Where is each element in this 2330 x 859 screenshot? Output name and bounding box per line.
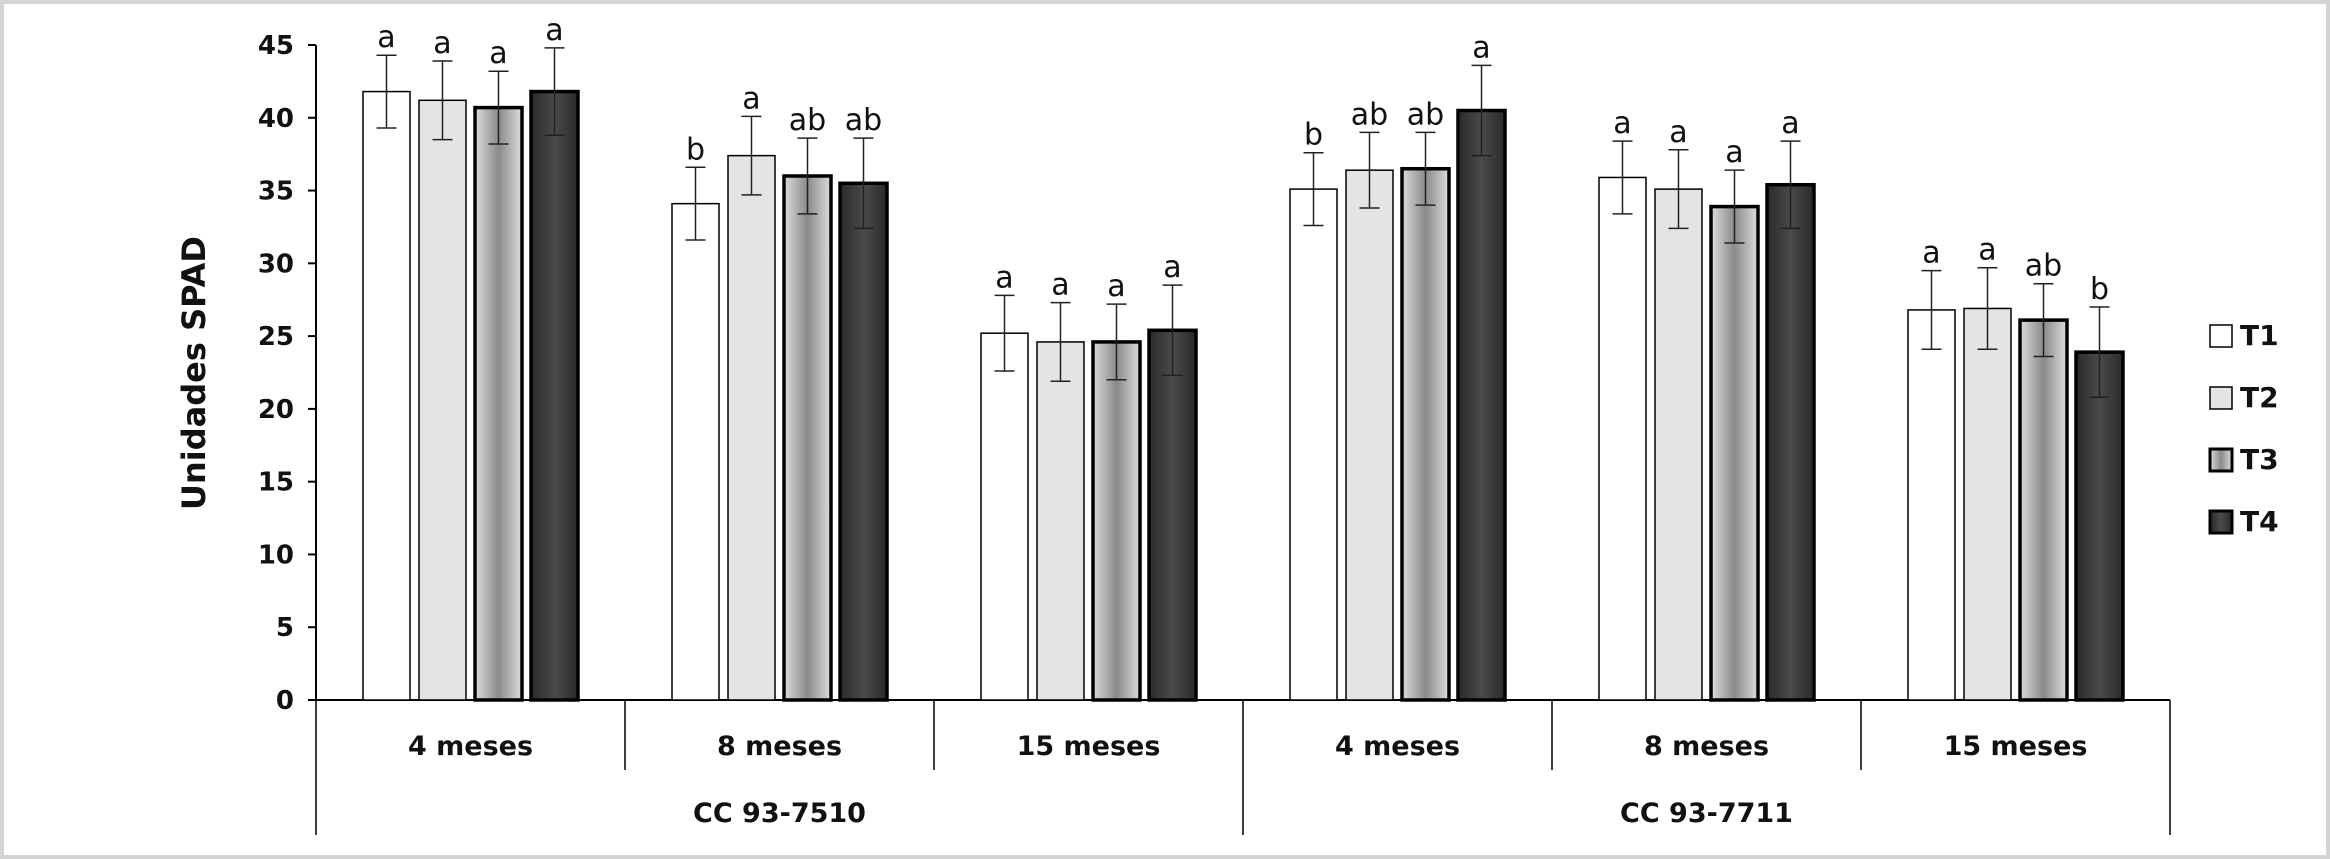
significance-letter: a <box>433 26 451 61</box>
category-label: 4 meses <box>408 731 533 762</box>
significance-letter: a <box>1725 135 1743 170</box>
bar-t4 <box>838 181 889 702</box>
significance-letter: b <box>686 132 705 167</box>
group-label: CC 93-7510 <box>693 798 866 829</box>
significance-letter: a <box>742 81 760 116</box>
y-tick-label: 35 <box>258 177 294 207</box>
y-tick-label: 20 <box>258 395 294 425</box>
bar-t1 <box>1598 176 1647 701</box>
bar-t2 <box>727 154 776 701</box>
significance-letter: a <box>1051 268 1069 303</box>
y-tick-label: 10 <box>258 540 294 570</box>
significance-letter: a <box>1781 106 1799 141</box>
bar-t4 <box>1147 328 1198 702</box>
y-tick-label: 5 <box>276 613 294 643</box>
bar-t2 <box>1654 188 1703 701</box>
bar-t3 <box>1709 204 1760 702</box>
significance-letter: ab <box>2025 249 2062 284</box>
y-axis-label: Unidades SPAD <box>175 236 213 510</box>
significance-letter: a <box>1163 250 1181 285</box>
legend-label: T1 <box>2240 319 2279 352</box>
significance-letter: ab <box>1407 97 1444 132</box>
bar-t3 <box>1091 340 1142 702</box>
category-label: 8 meses <box>1644 731 1769 762</box>
significance-letter: ab <box>1351 97 1388 132</box>
bar-t2 <box>1345 169 1394 701</box>
y-tick-label: 40 <box>258 104 294 134</box>
y-tick-label: 25 <box>258 322 294 352</box>
bar-t3 <box>1400 166 1451 702</box>
category-label: 8 meses <box>717 731 842 762</box>
bar-t1 <box>671 202 720 701</box>
bar-t3 <box>2018 318 2069 702</box>
significance-letter: a <box>1472 30 1490 65</box>
significance-letter: a <box>1978 233 1996 268</box>
y-tick-label: 0 <box>276 686 294 716</box>
group-label: CC 93-7711 <box>1620 798 1793 829</box>
y-tick-label: 30 <box>258 249 294 279</box>
legend-swatch-t2 <box>2209 386 2233 410</box>
category-label: 15 meses <box>1944 731 2088 762</box>
bar-t2 <box>1963 307 2012 701</box>
bar-t1 <box>980 332 1029 701</box>
bar-t4 <box>1456 108 1507 702</box>
significance-letter: a <box>1922 236 1940 271</box>
legend-label: T3 <box>2240 443 2279 476</box>
bar-t3 <box>782 174 833 702</box>
bar-t2 <box>418 99 467 701</box>
significance-letter: a <box>995 260 1013 295</box>
bar-t2 <box>1036 341 1085 701</box>
category-label: 4 meses <box>1335 731 1460 762</box>
legend-swatch-t1 <box>2209 324 2233 348</box>
legend-swatch-t3 <box>2208 447 2234 473</box>
significance-letter: a <box>489 36 507 71</box>
significance-letter: b <box>2090 272 2109 307</box>
category-label: 15 meses <box>1017 731 1161 762</box>
y-tick-label: 45 <box>258 31 294 61</box>
legend-label: T4 <box>2240 505 2279 538</box>
bar-t4 <box>1765 182 1816 702</box>
legend-swatch-t4 <box>2208 509 2234 535</box>
bar-t4 <box>529 89 580 702</box>
significance-letter: a <box>377 20 395 55</box>
bar-t4 <box>2074 350 2125 702</box>
legend-label: T2 <box>2240 381 2279 414</box>
significance-letter: a <box>1107 269 1125 304</box>
significance-letter: ab <box>845 103 882 138</box>
significance-letter: b <box>1304 118 1323 153</box>
y-tick-label: 15 <box>258 468 294 498</box>
significance-letter: a <box>1669 115 1687 150</box>
bar-t1 <box>1907 309 1956 701</box>
bar-t3 <box>473 105 524 702</box>
significance-letter: a <box>1613 106 1631 141</box>
significance-letter: ab <box>789 103 826 138</box>
bar-t1 <box>1289 188 1338 701</box>
significance-letter: a <box>545 13 563 48</box>
bar-t1 <box>362 90 411 701</box>
